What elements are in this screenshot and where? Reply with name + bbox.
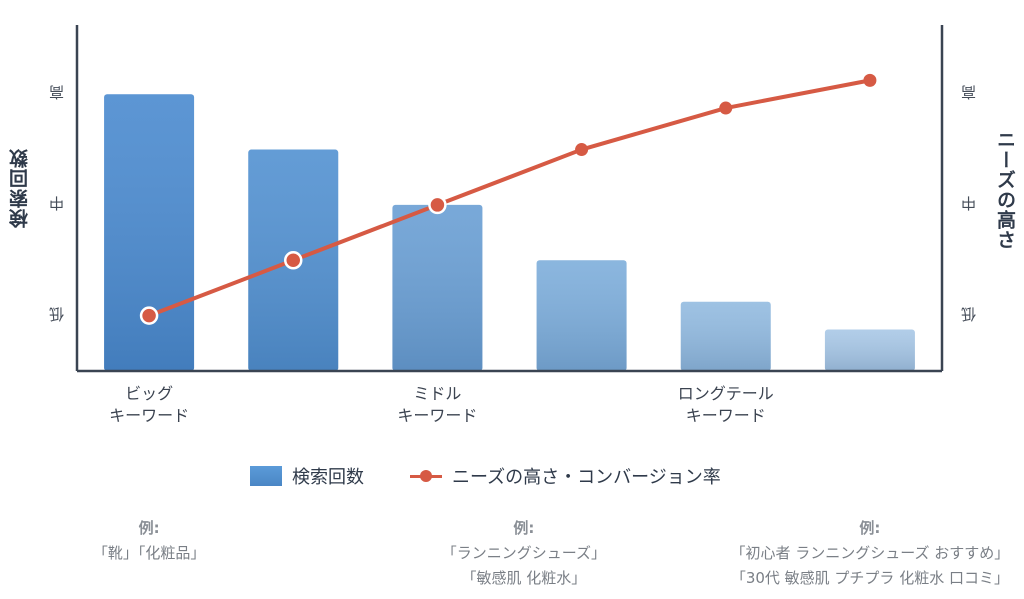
legend-line-label: ニーズの高さ・コンバージョン率: [452, 467, 721, 488]
y-axis-left-title: 検索回数: [9, 148, 31, 228]
line-path: [147, 78, 872, 318]
y-left-tick-3: 高: [48, 85, 66, 101]
line-point-3: [428, 195, 447, 215]
y-right-tick-1: 低: [960, 306, 978, 322]
example-label: 例:: [138, 519, 160, 537]
y-right-tick-3: 高: [960, 85, 978, 101]
legend: 検索回数 ニーズの高さ・コンバージョン率: [250, 463, 721, 489]
line-series-group: [139, 73, 877, 325]
x-tick-label-1: ビッグ キーワード: [109, 384, 190, 425]
bar-shade-6: [824, 329, 915, 371]
example-line-1: 「靴」「化粧品」: [92, 544, 206, 562]
example-2: 例: 「ランニングシューズ」 「敏感肌 化粧水」: [354, 516, 694, 591]
y-left-tick-2: 中: [48, 195, 66, 211]
bar-shade-1: [104, 94, 195, 371]
example-line-2: 「30代 敏感肌 プチプラ 化粧水 口コミ」: [730, 569, 1009, 587]
y-axis-right-title: ニーズの高さ: [994, 130, 1016, 250]
example-line-2: 「敏感肌 化粧水」: [461, 569, 587, 587]
y-right-tick-2: 中: [960, 195, 978, 211]
line-point-6: [863, 73, 877, 87]
x-tick-label-2: ミドル キーワード: [397, 384, 478, 425]
legend-bar-label: 検索回数: [292, 467, 364, 488]
line-point-5: [719, 101, 733, 115]
line-point-1: [139, 306, 159, 325]
example-label: 例:: [513, 519, 535, 537]
example-label: 例:: [859, 519, 881, 537]
bars-group: [104, 94, 915, 371]
line-point-2: [284, 251, 303, 270]
bar-shade-4: [536, 260, 627, 371]
line-point-4: [575, 143, 589, 157]
example-line-1: 「初心者 ランニングシューズ おすすめ」: [730, 544, 1010, 562]
axes-group: [75, 25, 944, 373]
legend-bar-swatch: [250, 466, 282, 486]
y-left-tick-1: 低: [48, 306, 66, 322]
bar-shade-5: [680, 301, 771, 371]
bar-shade-3: [392, 204, 483, 371]
example-3: 例: 「初心者 ランニングシューズ おすすめ」 「30代 敏感肌 プチプラ 化粧水 …: [700, 516, 1024, 591]
x-tick-label-3: ロングテール キーワード: [677, 384, 774, 425]
example-line-1: 「ランニングシューズ」: [441, 544, 607, 562]
legend-line-swatch: [410, 466, 442, 486]
example-1: 例: 「靴」「化粧品」: [0, 516, 319, 566]
